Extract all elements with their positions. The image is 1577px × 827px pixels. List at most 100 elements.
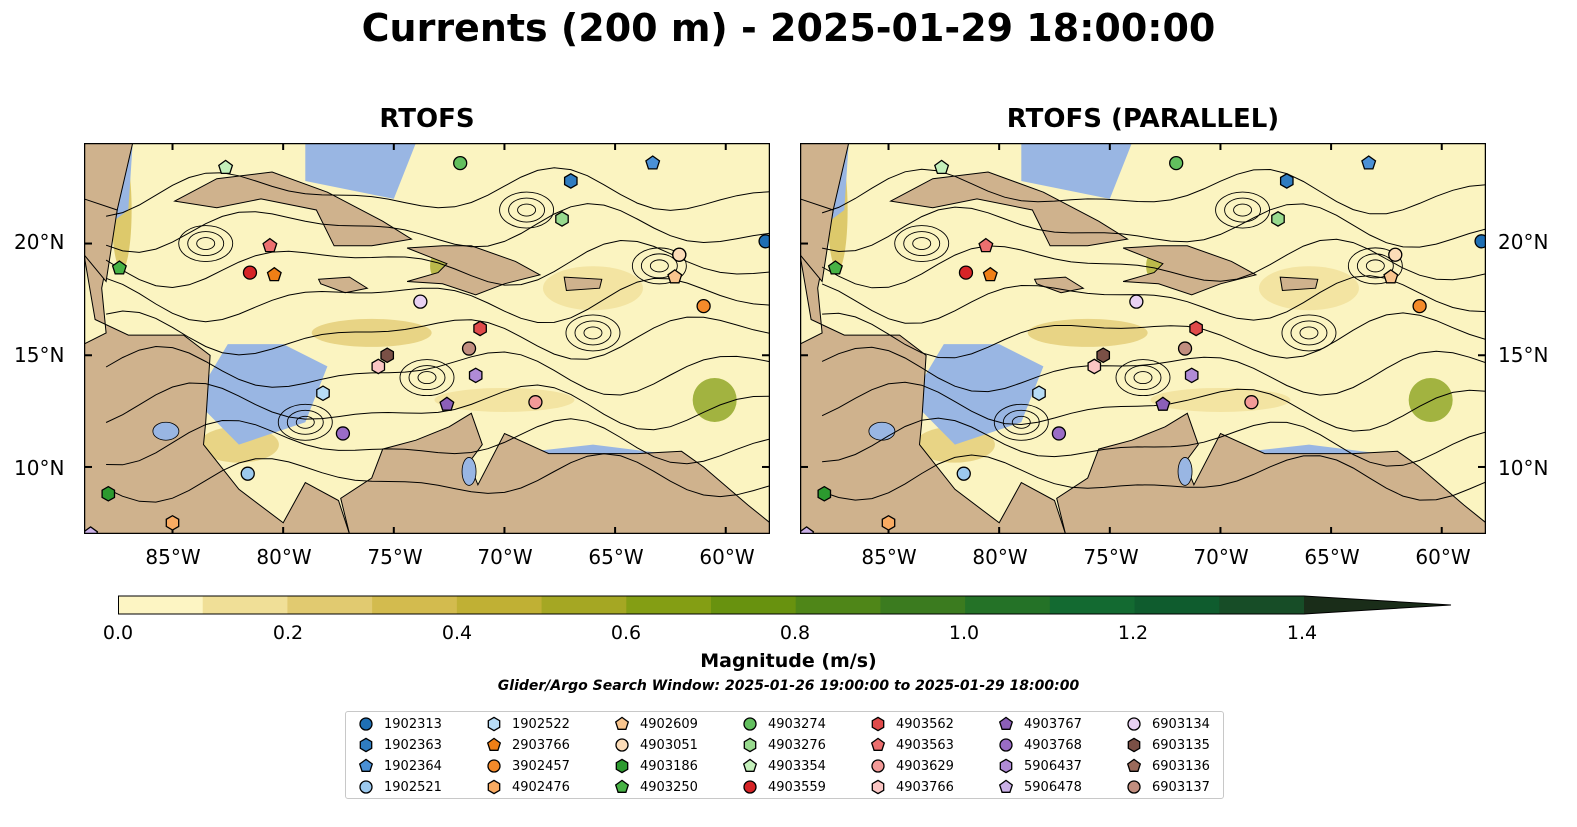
- float-4903276: [1271, 211, 1285, 227]
- lat-label-10n-right: 10°N: [1498, 456, 1549, 480]
- eddy-streamline: [1115, 359, 1171, 397]
- lat-label-10n: 10°N: [14, 456, 65, 480]
- legend-label: 4903276: [768, 737, 826, 753]
- float-5906437: [1184, 367, 1199, 384]
- shallow-shelf: [910, 344, 1044, 445]
- float-6903134: [1129, 294, 1144, 309]
- legend-item-5906478: 5906478: [998, 777, 1082, 797]
- legend-label: 1902313: [384, 716, 442, 732]
- eddy-streamline: [583, 326, 603, 340]
- legend-marker-shape: [743, 717, 757, 731]
- legend-marker-icon: [871, 716, 885, 732]
- colorbar-segment: [372, 596, 458, 614]
- legend-label: 4903768: [1024, 737, 1082, 753]
- shallow-shelf: [194, 344, 328, 445]
- legend-marker-icon: [487, 759, 501, 773]
- lon-label-70w-right: 70°W: [1193, 545, 1249, 569]
- eddy-streamline: [196, 237, 216, 250]
- eddy-streamline: [1365, 259, 1385, 273]
- colorbar-tick-0-4: 0.4: [441, 622, 473, 644]
- legend-marker-shape: [615, 738, 629, 752]
- streamline: [822, 312, 1486, 359]
- lat-label-20n-right: 20°N: [1498, 230, 1549, 254]
- legend-label: 3902457: [512, 758, 570, 774]
- legend-marker-shape: [743, 737, 757, 753]
- eddy-streamline: [1233, 203, 1253, 217]
- legend-item-3902457: 3902457: [486, 756, 570, 776]
- legend-marker-icon: [743, 717, 757, 731]
- colorbar-segment: [1219, 596, 1305, 614]
- magnitude-zone: [311, 318, 432, 347]
- legend-label: 4903051: [640, 737, 698, 753]
- legend-label: 4903562: [896, 716, 954, 732]
- float-4903186: [817, 485, 832, 502]
- eddy-streamline: [993, 403, 1049, 441]
- eddy-streamline: [1299, 326, 1319, 340]
- float-4903559: [242, 265, 258, 280]
- eddy-streamline: [399, 359, 455, 397]
- legend-item-1902364: 1902364: [358, 756, 442, 776]
- streamline: [821, 203, 1486, 253]
- legend-marker-icon: [359, 717, 373, 731]
- streamline: [105, 382, 770, 431]
- eddy-streamline: [1133, 371, 1153, 385]
- legend-item-5906437: 5906437: [998, 756, 1082, 776]
- legend-label: 1902521: [384, 779, 442, 795]
- legend-marker-icon: [1127, 717, 1141, 731]
- land-cuba: [889, 171, 1129, 247]
- float-4903766: [1087, 358, 1102, 375]
- float-4903562: [1189, 320, 1203, 337]
- land-hispaniola: [1122, 245, 1258, 296]
- float-6903135: [1096, 347, 1111, 364]
- colorbar-tick-0-2: 0.2: [272, 622, 304, 644]
- float-5906437: [468, 367, 483, 384]
- legend-marker-icon: [359, 737, 373, 753]
- streamline: [821, 238, 1486, 289]
- eddy-streamline: [574, 320, 612, 346]
- legend-marker-icon: [487, 779, 501, 795]
- legend-item-4903629: 4903629: [870, 756, 954, 776]
- legend-marker-shape: [1126, 758, 1142, 772]
- float-4903562: [473, 320, 487, 337]
- legend-item-4903276: 4903276: [742, 735, 826, 755]
- float-3902457: [1412, 298, 1427, 314]
- eddy-streamline: [187, 231, 225, 256]
- float-4903354: [218, 159, 234, 175]
- eddy-streamline: [1224, 197, 1262, 223]
- legend-marker-shape: [1127, 780, 1141, 794]
- legend-marker-shape: [742, 758, 758, 772]
- streamline: [821, 381, 1486, 432]
- streamline: [821, 168, 1486, 215]
- eddy-streamline: [1290, 320, 1328, 346]
- streamlines: [105, 167, 770, 503]
- colorbar-segment: [1049, 596, 1136, 614]
- lon-label-60w: 60°W: [699, 545, 755, 569]
- legend-marker-icon: [486, 737, 502, 751]
- eddy-streamline: [1347, 247, 1403, 285]
- magnitude-zone: [1027, 318, 1148, 347]
- figure-title: Currents (200 m) - 2025-01-29 18:00:00: [361, 6, 1216, 50]
- legend-item-4903766: 4903766: [870, 777, 954, 797]
- lake-nicaragua: [868, 421, 896, 441]
- lon-label-60w-right: 60°W: [1415, 545, 1471, 569]
- colorbar-segment: [456, 596, 543, 614]
- float-4903274: [1169, 155, 1184, 171]
- land-puerto-rico: [563, 276, 603, 292]
- eddy-streamline: [640, 253, 678, 279]
- colorbar-segment: [626, 596, 712, 614]
- legend-marker-shape: [1127, 717, 1141, 731]
- float-1902313: [758, 234, 770, 249]
- magnitude-zone: [1408, 377, 1453, 422]
- eddy-streamline: [178, 225, 234, 262]
- legend-marker-shape: [487, 759, 501, 773]
- legend-marker-shape: [1127, 737, 1141, 753]
- legend-marker-shape: [615, 758, 629, 774]
- float-4903051: [672, 247, 687, 262]
- legend-marker-shape: [359, 717, 373, 731]
- legend-label: 5906478: [1024, 779, 1082, 795]
- float-2903766: [266, 266, 282, 282]
- legend-label: 4903629: [896, 758, 954, 774]
- eddy-streamline: [894, 225, 950, 262]
- legend-marker-icon: [998, 779, 1014, 793]
- legend-label: 4903766: [896, 779, 954, 795]
